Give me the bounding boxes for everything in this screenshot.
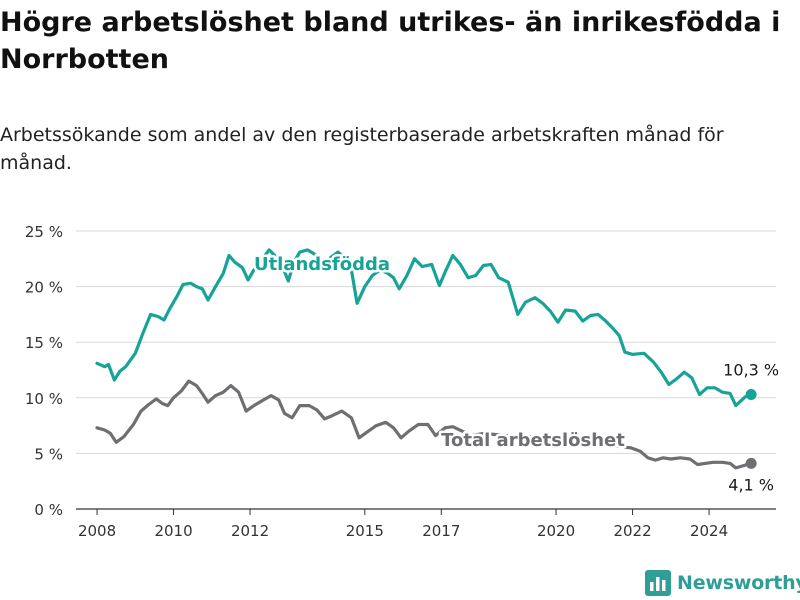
series-lines [95, 248, 757, 470]
end-value-label-total: 4,1 % [728, 475, 774, 494]
gridlines [76, 230, 776, 510]
y-tick-label: 0 % [34, 501, 63, 519]
y-tick-label: 10 % [25, 390, 63, 408]
y-tick-label: 25 % [25, 223, 63, 241]
series-line-total [95, 379, 753, 470]
brand-name: Newsworthy [677, 572, 800, 594]
x-tick-label: 2022 [613, 522, 651, 540]
y-tick-label: 5 % [34, 445, 63, 463]
series-labels: 10,3 % 4,1 % Utlandsfödda Total arbetslöshe… [251, 252, 779, 495]
x-tick-label: 2020 [537, 522, 575, 540]
series-line-foreign-born [95, 248, 753, 408]
x-tick-label: 2015 [346, 522, 384, 540]
x-tick-label: 2017 [422, 522, 460, 540]
y-tick-label: 15 % [25, 334, 63, 352]
y-axis: 0 % 5 % 10 % 15 % 20 % 25 % [25, 223, 63, 519]
chart-title: Högre arbetslöshet bland utrikes- än inr… [0, 7, 781, 75]
brand-logo[interactable]: Newsworthy [645, 569, 800, 597]
x-tick-label: 2010 [154, 522, 192, 540]
chart-subtitle: Arbetssökande som andel av den registerb… [0, 124, 724, 174]
x-axis: 2008 2010 2012 2015 2017 2020 2022 2024 [78, 509, 728, 540]
end-point-foreign-born [745, 388, 757, 400]
end-point-total [745, 457, 757, 469]
x-tick-label: 2008 [78, 522, 116, 540]
end-value-label-foreign-born: 10,3 % [723, 360, 779, 379]
y-tick-label: 20 % [25, 279, 63, 297]
x-tick-label: 2012 [231, 522, 269, 540]
bar-chart-logo-icon [645, 570, 671, 596]
x-tick-label: 2024 [690, 522, 728, 540]
series-label-total: Total arbetslöshet [441, 430, 625, 451]
series-label-foreign-born: Utlandsfödda [254, 254, 390, 275]
